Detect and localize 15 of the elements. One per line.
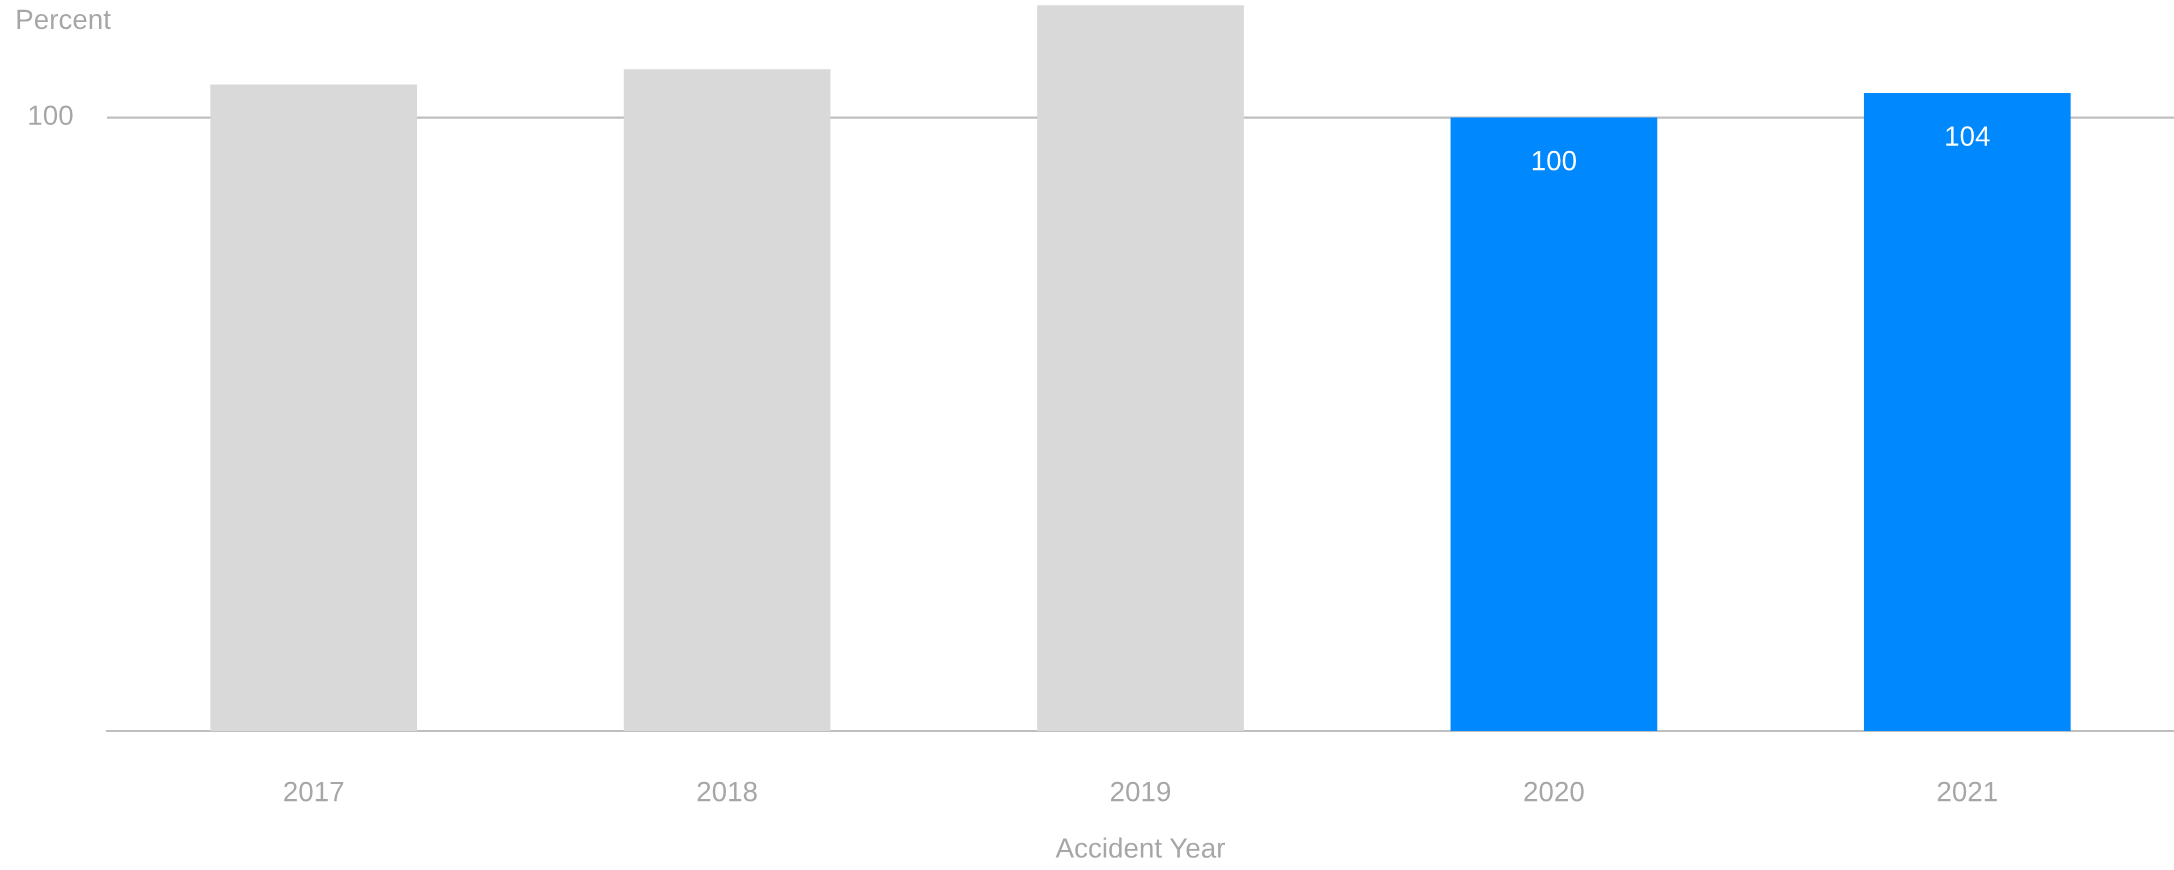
data-label: 100 xyxy=(1532,150,1576,171)
x-tick-label: 2021 xyxy=(1937,781,1997,802)
bar xyxy=(210,84,418,731)
bar xyxy=(623,69,831,731)
bar xyxy=(1863,93,2071,731)
data-label: 104 xyxy=(1946,126,1990,146)
bar xyxy=(1037,5,1244,731)
bar xyxy=(1450,117,1658,731)
y-axis-title: Percent xyxy=(17,9,111,30)
x-tick-label: 2020 xyxy=(1524,781,1584,802)
x-tick-label: 2017 xyxy=(284,781,344,802)
x-axis-title: Accident Year xyxy=(1055,837,1225,858)
ref-line-label: 100 xyxy=(29,105,73,126)
x-tick-label: 2019 xyxy=(1111,781,1171,802)
x-tick-label: 2018 xyxy=(697,781,757,802)
